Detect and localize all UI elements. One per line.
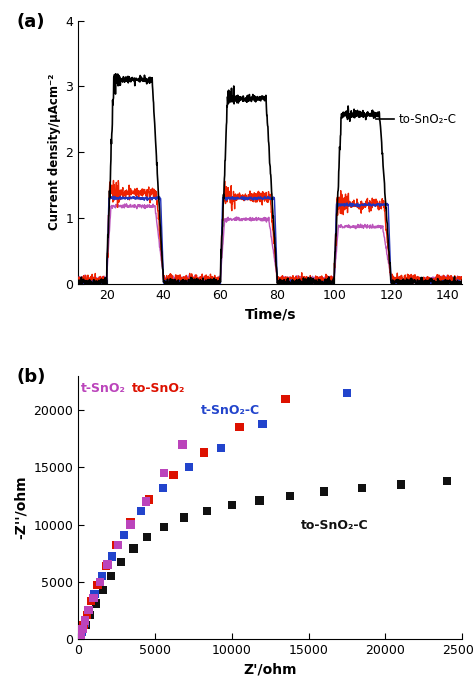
Point <box>96 576 103 587</box>
Point <box>185 462 192 473</box>
Point <box>137 506 145 517</box>
Point <box>108 570 115 581</box>
Point <box>142 496 150 507</box>
Point <box>76 631 83 642</box>
Point <box>179 439 186 450</box>
Point <box>82 618 89 629</box>
Point <box>217 442 225 453</box>
X-axis label: Z'/ohm: Z'/ohm <box>244 662 297 676</box>
Point <box>259 418 266 429</box>
Legend: to-SnO₂-C: to-SnO₂-C <box>376 113 456 126</box>
Point <box>92 598 100 609</box>
Point <box>145 494 153 505</box>
Point <box>203 506 211 517</box>
Point <box>127 517 134 528</box>
Point <box>108 551 116 562</box>
Point <box>343 387 351 398</box>
Text: t-SnO₂-C: t-SnO₂-C <box>201 405 260 418</box>
Point <box>76 631 84 642</box>
Y-axis label: -Z''/ohm: -Z''/ohm <box>14 475 28 539</box>
Point <box>127 519 134 530</box>
Point <box>255 495 263 506</box>
Text: (a): (a) <box>17 13 46 31</box>
Point <box>320 486 328 497</box>
Point <box>159 482 166 493</box>
Text: t-SnO₂: t-SnO₂ <box>81 381 126 394</box>
Point <box>201 447 208 458</box>
Text: to-SnO₂-C: to-SnO₂-C <box>301 519 368 532</box>
Point <box>79 624 86 635</box>
Y-axis label: Current density/μAcm⁻²: Current density/μAcm⁻² <box>48 74 61 230</box>
Point <box>91 589 98 600</box>
Point <box>120 529 128 540</box>
Point <box>76 632 83 643</box>
Point <box>85 605 93 616</box>
Point <box>144 532 151 543</box>
Point <box>77 629 84 640</box>
Point <box>397 479 404 490</box>
Point <box>86 609 94 620</box>
Text: to-SnO₂: to-SnO₂ <box>132 381 185 394</box>
Point <box>78 626 86 637</box>
Point <box>75 633 82 644</box>
Point <box>160 468 168 479</box>
Point <box>98 570 106 581</box>
Point <box>170 470 177 481</box>
Point <box>80 620 87 631</box>
Point <box>113 539 120 550</box>
Point <box>77 627 85 638</box>
Point <box>160 521 168 532</box>
X-axis label: Time/s: Time/s <box>245 307 296 321</box>
Point <box>114 539 122 550</box>
Point <box>130 543 137 554</box>
Point <box>99 584 107 595</box>
Point <box>118 556 125 567</box>
Point <box>88 596 95 607</box>
Point <box>75 633 82 644</box>
Point <box>104 559 111 570</box>
Point <box>85 605 92 616</box>
Text: (b): (b) <box>17 368 46 386</box>
Point <box>76 631 83 642</box>
Point <box>181 512 188 523</box>
Point <box>94 580 101 591</box>
Point <box>236 422 243 433</box>
Point <box>228 499 236 510</box>
Point <box>83 609 91 620</box>
Point <box>82 620 90 631</box>
Point <box>82 615 89 626</box>
Point <box>282 393 289 404</box>
Point <box>286 491 294 502</box>
Point <box>90 592 97 603</box>
Point <box>102 560 109 571</box>
Point <box>358 482 366 493</box>
Point <box>75 633 83 644</box>
Point <box>78 627 86 638</box>
Point <box>443 475 451 486</box>
